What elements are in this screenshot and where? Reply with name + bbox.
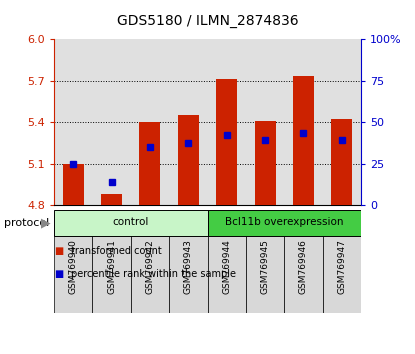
Text: ■: ■ [54, 269, 63, 279]
Text: protocol: protocol [4, 218, 49, 228]
Text: GSM769941: GSM769941 [107, 239, 116, 294]
Bar [293, 76, 314, 205]
Bar [169, 39, 208, 205]
FancyBboxPatch shape [131, 235, 169, 313]
Text: percentile rank within the sample: percentile rank within the sample [71, 269, 236, 279]
Bar [101, 194, 122, 205]
FancyBboxPatch shape [284, 235, 323, 313]
FancyBboxPatch shape [208, 210, 361, 236]
Bar [246, 39, 284, 205]
Text: GSM769943: GSM769943 [184, 239, 193, 294]
Text: control: control [112, 217, 149, 228]
Bar [284, 39, 323, 205]
Bar [54, 39, 92, 205]
Bar [63, 164, 84, 205]
FancyBboxPatch shape [54, 210, 208, 236]
FancyBboxPatch shape [169, 235, 208, 313]
Text: GSM769946: GSM769946 [299, 239, 308, 294]
Bar [139, 122, 161, 205]
Bar [93, 39, 131, 205]
Text: GSM769945: GSM769945 [261, 239, 270, 294]
Text: Bcl11b overexpression: Bcl11b overexpression [225, 217, 344, 228]
FancyBboxPatch shape [54, 235, 93, 313]
FancyBboxPatch shape [323, 235, 361, 313]
Text: GSM769940: GSM769940 [68, 239, 78, 294]
Bar [254, 121, 276, 205]
Text: ▶: ▶ [41, 217, 51, 229]
Text: GSM769944: GSM769944 [222, 239, 231, 294]
FancyBboxPatch shape [208, 235, 246, 313]
Text: GSM769942: GSM769942 [145, 239, 154, 294]
Bar [323, 39, 361, 205]
Bar [208, 39, 246, 205]
Bar [216, 79, 237, 205]
FancyBboxPatch shape [246, 235, 284, 313]
Bar [131, 39, 169, 205]
Bar [178, 115, 199, 205]
Text: transformed count: transformed count [71, 246, 161, 256]
Text: GDS5180 / ILMN_2874836: GDS5180 / ILMN_2874836 [117, 14, 298, 28]
Bar [331, 119, 352, 205]
Text: GSM769947: GSM769947 [337, 239, 347, 294]
Text: ■: ■ [54, 246, 63, 256]
FancyBboxPatch shape [93, 235, 131, 313]
